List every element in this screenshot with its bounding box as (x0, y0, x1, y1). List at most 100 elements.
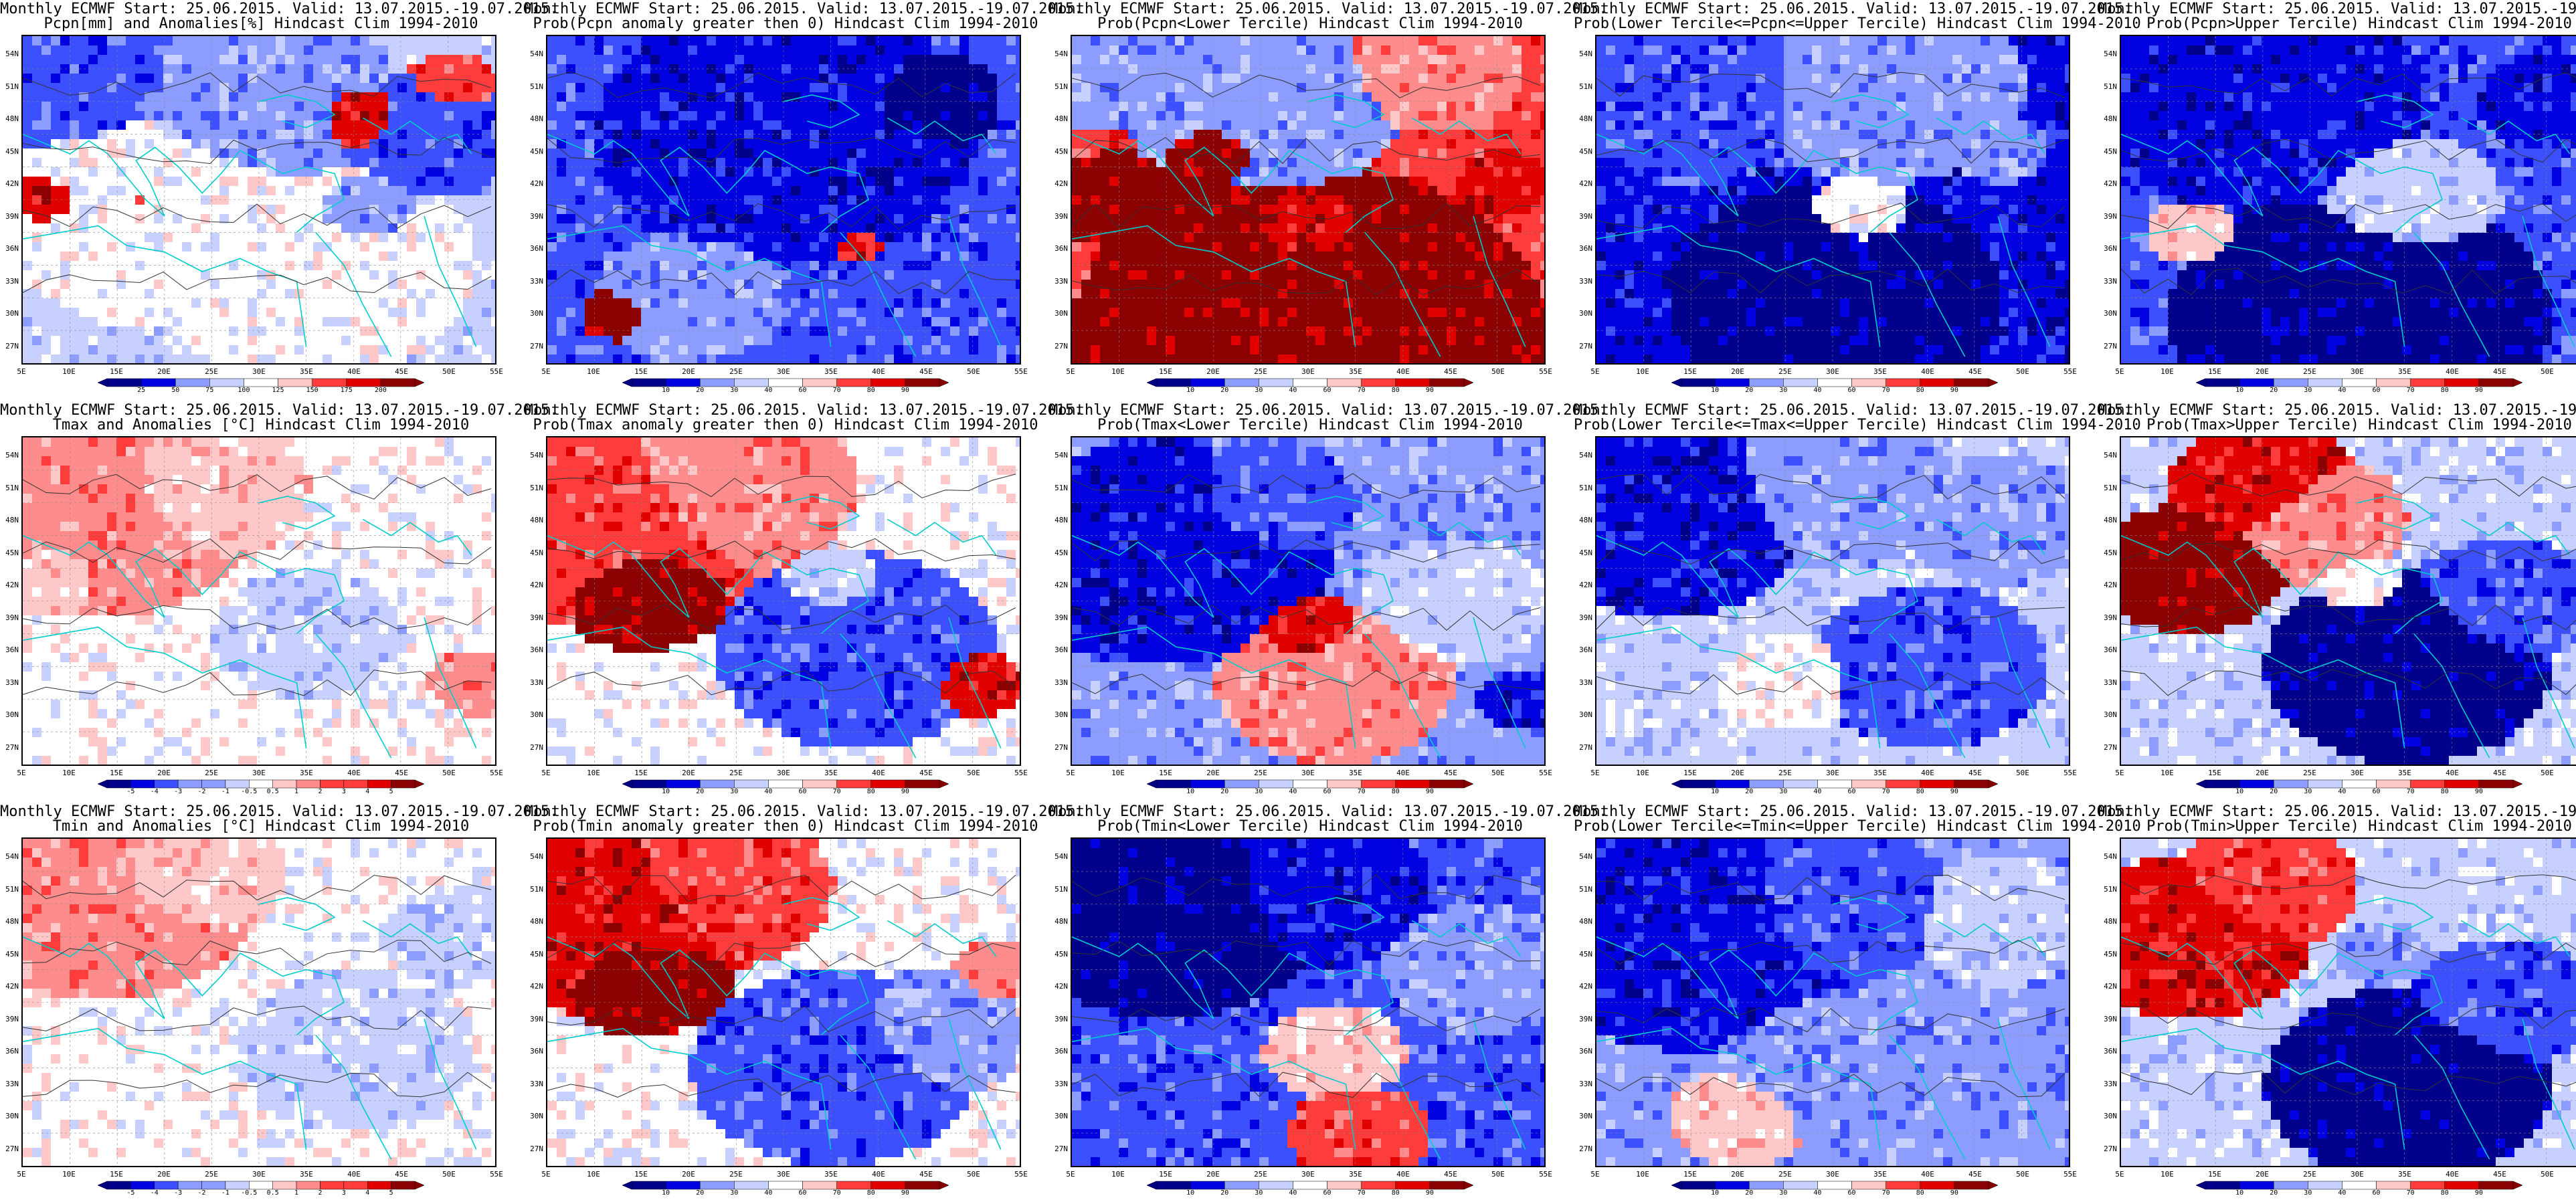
field-cell (997, 242, 1007, 252)
field-cell (60, 36, 70, 46)
field-cell (1484, 261, 1494, 271)
field-cell (229, 186, 239, 196)
field-cell (248, 55, 258, 65)
field-cell (1503, 92, 1513, 102)
field-cell (847, 64, 857, 74)
field-cell (304, 64, 314, 74)
field-cell (435, 120, 445, 130)
field-cell (997, 270, 1007, 280)
field-cell (1418, 252, 1429, 262)
field-cell (60, 336, 70, 346)
field-cell (182, 326, 192, 336)
field-cell (351, 130, 361, 140)
coastline (547, 225, 832, 347)
field-cell (266, 64, 276, 74)
field-cell (51, 214, 61, 224)
field-cell (688, 326, 698, 336)
field-cell (276, 298, 286, 308)
field-cell (304, 55, 314, 65)
field-cell (950, 83, 960, 93)
field-cell (219, 45, 229, 56)
field-cell (182, 186, 192, 196)
field-cell (1512, 45, 1522, 56)
field-cell (163, 111, 173, 121)
field-cell (23, 45, 33, 56)
field-cell (154, 355, 164, 363)
field-cell (238, 45, 248, 56)
colorbar-box (768, 378, 803, 387)
field-cell (351, 64, 361, 74)
field-cell (641, 158, 651, 168)
field-cell (1540, 195, 1544, 205)
field-cell (70, 355, 80, 363)
field-cell (707, 139, 717, 149)
field-cell (135, 74, 145, 84)
field-cell (23, 270, 33, 280)
field-cell (1428, 177, 1438, 187)
field-cell (1222, 36, 1232, 46)
field-cell (838, 74, 848, 84)
field-cell (1128, 36, 1138, 46)
field-cell (341, 261, 351, 271)
field-cell (716, 289, 726, 299)
field-cell (781, 120, 792, 130)
field-cell (678, 289, 688, 299)
field-cell (323, 139, 333, 149)
field-cell (219, 186, 229, 196)
field-cell (1418, 64, 1429, 74)
field-cell (735, 64, 745, 74)
field-cell (922, 111, 932, 121)
field-cell (716, 167, 726, 177)
colorbar-arrow-left (97, 378, 108, 387)
field-cell (351, 74, 361, 84)
field-cell (1381, 102, 1391, 112)
field-cell (800, 223, 810, 233)
field-cell (98, 120, 108, 130)
field-cell (866, 345, 876, 355)
field-cell (1306, 167, 1316, 177)
field-cell (622, 355, 632, 363)
field-cell (613, 280, 623, 290)
field-cell (379, 242, 389, 252)
field-cell (1128, 205, 1138, 215)
field-cell (1250, 158, 1260, 168)
field-cell (323, 355, 333, 363)
field-cell (60, 195, 70, 205)
field-cell (931, 45, 941, 56)
field-cell (79, 233, 89, 243)
field-cell (41, 55, 52, 65)
field-cell (1287, 242, 1297, 252)
field-cell (650, 167, 660, 177)
field-cell (1465, 120, 1475, 130)
field-cell (1091, 120, 1101, 130)
field-cell (604, 36, 614, 46)
field-cell (1465, 130, 1475, 140)
field-cell (885, 252, 895, 262)
field-cell (1203, 214, 1213, 224)
field-cell (707, 280, 717, 290)
field-cell (1203, 261, 1213, 271)
field-cell (632, 233, 642, 243)
field-cell (997, 139, 1007, 149)
field-cell (426, 102, 436, 112)
field-cell (604, 177, 614, 187)
field-cell (1475, 64, 1485, 74)
field-cell (276, 336, 286, 346)
field-cell (913, 214, 923, 224)
field-cell (1306, 233, 1316, 243)
field-cell (173, 55, 183, 65)
field-cell (1493, 83, 1503, 93)
field-cell (1119, 261, 1129, 271)
field-cell (1484, 195, 1494, 205)
field-cell (594, 177, 604, 187)
field-cell (875, 36, 885, 46)
field-cell (641, 280, 651, 290)
field-cell (351, 223, 361, 233)
field-cell (1259, 167, 1269, 177)
field-cell (669, 120, 679, 130)
field-cell (1006, 102, 1016, 112)
field-cell (397, 45, 407, 56)
field-cell (266, 45, 276, 56)
field-cell (894, 336, 904, 346)
field-cell (491, 242, 495, 252)
